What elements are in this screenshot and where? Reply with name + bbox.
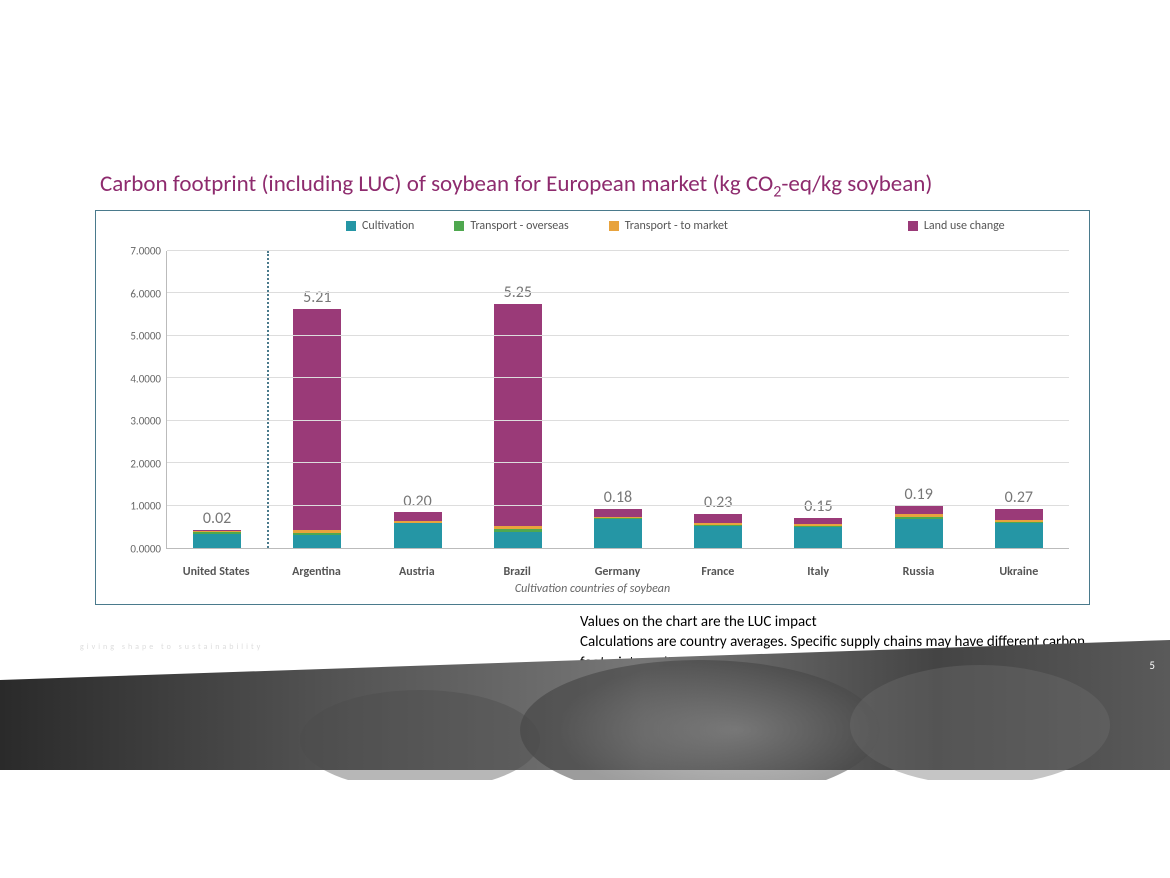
bar-stack (193, 251, 241, 548)
plot-wrapper: 0.00001.00002.00003.00004.00005.00006.00… (106, 251, 1079, 549)
bar-segment (895, 519, 943, 548)
x-tick: Argentina (266, 565, 366, 579)
legend-item: Cultivation (346, 219, 414, 233)
logo-text-a: blonk (30, 612, 85, 641)
bar-value-label: 0.19 (904, 485, 932, 504)
page-number: 5 (1149, 659, 1155, 672)
bars-container: 0.02 5.21 0.20 5.250.18 0.23 0.15 0.19 0.27 (167, 251, 1069, 548)
grid-line (167, 377, 1069, 378)
bar-segment (694, 514, 742, 524)
y-tick: 1.0000 (130, 500, 161, 513)
bar-segment (895, 506, 943, 514)
legend-item: Transport - to market (609, 219, 728, 233)
bar-segment (594, 509, 642, 517)
y-tick: 5.0000 (130, 330, 161, 343)
bar-segment (394, 523, 442, 548)
x-tick: France (668, 565, 768, 579)
y-tick: 7.0000 (130, 245, 161, 258)
y-tick: 2.0000 (130, 457, 161, 470)
divider-line (267, 251, 269, 548)
chart-container: Cultivation Transport - overseas Transport… (95, 210, 1090, 605)
legend-label: Transport - to market (625, 219, 728, 233)
x-tick: Italy (768, 565, 868, 579)
bar-slot: 5.25 (468, 251, 568, 548)
bar-value-label: 5.21 (303, 288, 331, 307)
legend-item: Transport - overseas (454, 219, 568, 233)
legend-swatch (908, 221, 918, 231)
y-tick: 6.0000 (130, 287, 161, 300)
footnote-line1: Values on the chart are the LUC impact (580, 612, 1090, 632)
grid-line (167, 505, 1069, 506)
bar-slot: 0.23 (668, 251, 768, 548)
bar-segment (394, 512, 442, 520)
bar-slot: 0.20 (367, 251, 467, 548)
bar-slot: 0.02 (167, 251, 267, 548)
x-tick: United States (166, 565, 266, 579)
bar-segment (794, 527, 842, 548)
grid-line (167, 335, 1069, 336)
bar-segment (494, 532, 542, 548)
bar-segment (995, 523, 1043, 548)
logo-sep-left-icon: ◂ (213, 620, 220, 637)
legend-label: Transport - overseas (470, 219, 568, 233)
plot-area: 0.02 5.21 0.20 5.250.18 0.23 0.15 0.19 0.27 (166, 251, 1069, 549)
bar-value-label: 0.23 (704, 493, 732, 512)
bar-segment (694, 526, 742, 548)
logo-tagline: giving shape to sustainability (80, 642, 263, 652)
legend-label: Land use change (924, 219, 1005, 233)
title-text-pre: Carbon footprint (including LUC) of soyb… (100, 170, 773, 198)
bar-segment (293, 535, 341, 548)
legend-swatch (609, 221, 619, 231)
x-axis: United StatesArgentinaAustriaBrazilGerma… (166, 565, 1069, 579)
grid-line (167, 420, 1069, 421)
legend-item: Land use change (908, 219, 1005, 233)
logo-sep-right-icon: ▸ (87, 620, 94, 637)
bar-segment (594, 519, 642, 548)
bar-slot: 0.15 (768, 251, 868, 548)
y-axis: 0.00001.00002.00003.00004.00005.00006.00… (106, 251, 166, 549)
bar-slot: 0.18 (568, 251, 668, 548)
x-tick: Austria (367, 565, 467, 579)
bar-value-label: 0.15 (804, 497, 832, 516)
logo-text-b: consultants (97, 612, 211, 641)
title-text-post: -eq/kg soybean) (781, 170, 932, 198)
bar-slot: 0.19 (869, 251, 969, 548)
legend-label: Cultivation (362, 219, 414, 233)
bar-segment (193, 534, 241, 548)
footer-svg (0, 640, 1170, 780)
slide-title: Carbon footprint (including LUC) of soyb… (100, 170, 932, 202)
x-tick: Ukraine (969, 565, 1069, 579)
legend-swatch (454, 221, 464, 231)
y-tick: 0.0000 (130, 543, 161, 556)
grid-line (167, 462, 1069, 463)
y-tick: 4.0000 (130, 372, 161, 385)
slide: Carbon footprint (including LUC) of soyb… (0, 0, 1170, 878)
chart-legend: Cultivation Transport - overseas Transport… (96, 211, 1089, 241)
grid-line (167, 292, 1069, 293)
bar-value-label: 0.20 (403, 492, 431, 511)
bar-segment (995, 509, 1043, 520)
bar-value-label: 0.02 (203, 509, 231, 528)
footer-logo: blonk▸consultants◂ giving shape to susta… (30, 612, 263, 652)
grid-line (167, 250, 1069, 251)
legend-swatch (346, 221, 356, 231)
bar-segment (494, 304, 542, 527)
x-axis-title: Cultivation countries of soybean (96, 582, 1089, 596)
bar-slot: 0.27 (969, 251, 1069, 548)
x-tick: Germany (567, 565, 667, 579)
x-tick: Brazil (467, 565, 567, 579)
x-tick: Russia (868, 565, 968, 579)
y-tick: 3.0000 (130, 415, 161, 428)
footer-background: blonk▸consultants◂ giving shape to susta… (0, 640, 1170, 780)
bar-slot: 5.21 (267, 251, 367, 548)
